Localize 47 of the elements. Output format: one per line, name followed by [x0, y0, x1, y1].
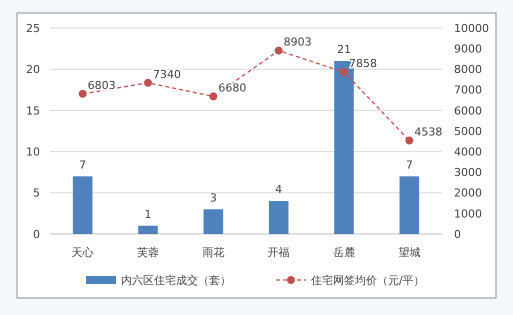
- point: [144, 78, 152, 87]
- y2-tick-label: 0: [454, 228, 461, 241]
- y2-tick-label: 9000: [454, 42, 482, 56]
- data-label: 7: [406, 158, 413, 172]
- y2-tick-label: 1000: [454, 207, 482, 220]
- y-tick-label: 25: [26, 22, 40, 35]
- y-tick-label: 5: [33, 186, 40, 200]
- legend-label: 住宅网签均价（元/平）: [311, 274, 425, 287]
- y-tick-label: 10: [26, 145, 40, 158]
- data-label: 3: [210, 191, 217, 204]
- y2-tick-label: 7000: [454, 84, 482, 97]
- y-tick-label: 20: [26, 63, 40, 76]
- data-label: 4: [275, 183, 282, 196]
- x-tick-label: 望城: [398, 246, 420, 259]
- x-tick-label: 开福: [268, 246, 290, 259]
- data-label: 6680: [218, 81, 246, 94]
- bar: [400, 176, 420, 234]
- y2-tick-label: 10000: [454, 22, 489, 35]
- data-label: 8903: [284, 36, 312, 49]
- legend-label: 内六区住宅成交（套）: [121, 274, 231, 287]
- point: [405, 136, 414, 145]
- data-label: 4538: [414, 126, 442, 139]
- x-tick-label: 天心: [72, 246, 94, 259]
- y2-tick-label: 4000: [454, 145, 482, 158]
- point: [78, 90, 87, 98]
- y2-tick-label: 2000: [454, 186, 482, 200]
- data-label: 7: [79, 158, 86, 172]
- point: [274, 46, 283, 55]
- y2-tick-label: 8000: [454, 63, 482, 76]
- y-tick-label: 0: [33, 228, 40, 241]
- data-label: 1: [144, 208, 152, 221]
- bar: [204, 209, 224, 234]
- bar: [268, 201, 288, 234]
- x-tick-label: 雨花: [202, 246, 224, 259]
- y2-tick-label: 3000: [454, 166, 482, 180]
- y-tick-label: 15: [26, 104, 40, 118]
- point: [340, 68, 348, 76]
- data-label: 6803: [88, 78, 116, 92]
- bar: [138, 226, 158, 234]
- x-tick-label: 岳麓: [333, 246, 355, 259]
- y2-tick-label: 5000: [454, 124, 482, 138]
- x-tick-label: 芙蓉: [137, 246, 159, 259]
- data-label: 21: [337, 42, 351, 56]
- y2-tick-label: 6000: [454, 104, 482, 118]
- point: [209, 92, 218, 100]
- bar: [72, 176, 92, 234]
- data-label: 7340: [153, 68, 181, 81]
